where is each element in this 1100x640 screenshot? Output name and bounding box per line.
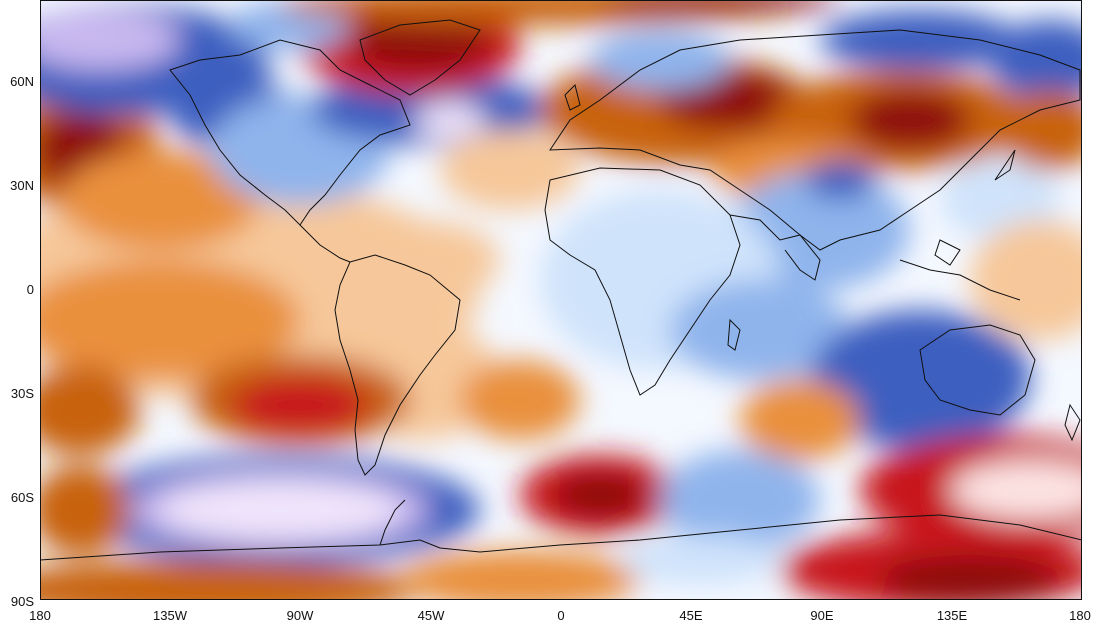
lon-label-180w: 180: [29, 608, 51, 623]
lat-label-60s: 60S: [10, 490, 34, 505]
lat-label-0: 0: [26, 282, 34, 297]
lon-label-180e: 180: [1069, 608, 1091, 623]
anomaly-field: [40, 0, 1082, 600]
lat-label-30n: 30N: [10, 178, 34, 193]
lat-label-90s: 90S: [10, 594, 34, 609]
lon-label-135e: 135E: [936, 608, 968, 623]
lon-label-90e: 90E: [810, 608, 834, 623]
lat-label-30s: 30S: [10, 386, 34, 401]
coastlines: [40, 19, 1082, 561]
map-border: [40, 0, 1082, 600]
lon-label-45w: 45W: [417, 608, 445, 623]
lat-label-60n: 60N: [10, 74, 34, 89]
lon-label-90w: 90W: [286, 608, 314, 623]
lon-label-135w: 135W: [153, 608, 187, 623]
lon-label-0: 0: [557, 608, 565, 623]
map-canvas: [40, 0, 1082, 600]
temperature-anomaly-map: [40, 0, 1082, 600]
lon-label-45e: 45E: [679, 608, 703, 623]
